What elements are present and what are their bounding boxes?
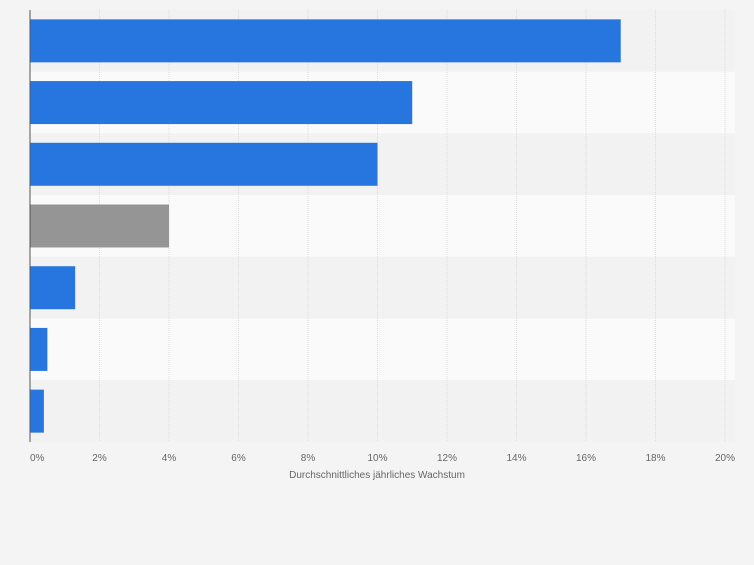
row-band — [30, 380, 735, 442]
bar[interactable] — [30, 327, 48, 371]
bar[interactable] — [30, 142, 378, 186]
bar[interactable] — [30, 81, 413, 125]
bar-series — [30, 19, 621, 433]
x-axis-ticks: 0% 2% 4% 6% 8% 10% 12% 14% 16% 18% 20% — [30, 453, 735, 464]
x-tick-label: 10% — [367, 453, 387, 464]
x-tick-label: 20% — [715, 453, 735, 464]
x-tick-label: 0% — [30, 453, 45, 464]
row-band — [30, 318, 735, 381]
row-band — [30, 256, 735, 319]
x-tick-label: 2% — [92, 453, 107, 464]
x-tick-label: 6% — [231, 453, 246, 464]
x-tick-label: 12% — [437, 453, 457, 464]
x-axis-label: Durchschnittliches jährliches Wachstum — [289, 470, 465, 481]
bar[interactable] — [30, 389, 44, 433]
x-tick-label: 16% — [576, 453, 596, 464]
row-bands — [30, 10, 735, 442]
bar[interactable] — [30, 266, 76, 310]
bar-highlighted[interactable] — [30, 204, 169, 248]
x-tick-label: 14% — [506, 453, 526, 464]
bar[interactable] — [30, 19, 621, 63]
x-tick-label: 8% — [301, 453, 316, 464]
x-tick-label: 18% — [645, 453, 665, 464]
x-tick-label: 4% — [162, 453, 177, 464]
